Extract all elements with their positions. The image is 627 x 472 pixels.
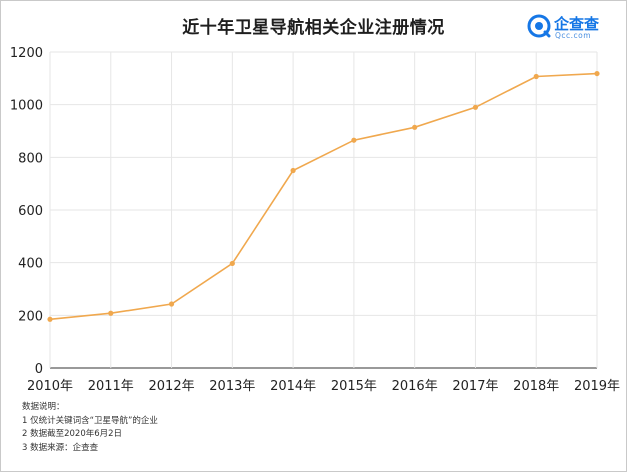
x-tick-label: 2019年 — [574, 379, 620, 394]
y-tick-label: 1000 — [10, 99, 43, 114]
note-item-1: 1 仅统计关键词含“卫星导航”的企业 — [22, 415, 158, 426]
y-tick-label: 1200 — [10, 46, 43, 61]
x-tick-label: 2010年 — [27, 379, 73, 394]
x-tick-label: 2011年 — [88, 379, 134, 394]
data-point — [229, 260, 235, 267]
y-tick-label: 200 — [18, 309, 43, 324]
data-point — [594, 70, 600, 77]
chart-title: 近十年卫星导航相关企业注册情况 — [182, 18, 445, 38]
y-tick-label: 400 — [18, 257, 43, 272]
data-point — [533, 73, 539, 80]
data-point — [108, 310, 114, 316]
data-point — [351, 137, 357, 143]
qcc-logo: 企查查 Qcc.com — [527, 12, 622, 42]
x-tick-label: 2014年 — [270, 379, 316, 394]
series-line — [49, 72, 598, 321]
logo-url: Qcc.com — [555, 31, 592, 40]
x-tick-label: 2012年 — [149, 379, 195, 394]
data-point — [47, 316, 53, 322]
x-tick-label: 2013年 — [209, 379, 255, 394]
note-item-2: 2 数据截至2020年6月2日 — [22, 429, 123, 439]
line-chart: 0 200 400 600 800 1000 1200 2010年 2011年 2012年 2013… — [10, 46, 620, 394]
x-tick-label: 2015年 — [331, 379, 377, 394]
note-item-3: 3 数据来源：企查查 — [22, 442, 99, 453]
x-tick-label: 2017年 — [452, 379, 498, 394]
data-point — [472, 104, 479, 110]
y-tick-label: 800 — [18, 151, 43, 166]
x-tick-label: 2018年 — [513, 379, 559, 394]
data-point — [412, 124, 418, 130]
qcc-logo-icon — [527, 14, 551, 38]
logo-name: 企查查 — [554, 15, 600, 33]
x-tick-label: 2016年 — [392, 379, 438, 394]
y-tick-label: 600 — [18, 204, 43, 219]
y-tick-label: 0 — [35, 362, 43, 377]
notes-heading: 数据说明： — [22, 402, 65, 412]
data-point — [290, 167, 296, 174]
data-point — [168, 301, 175, 307]
data-notes: 数据说明： 1 仅统计关键词含“卫星导航”的企业 2 数据截至2020年6月2日… — [22, 401, 158, 455]
